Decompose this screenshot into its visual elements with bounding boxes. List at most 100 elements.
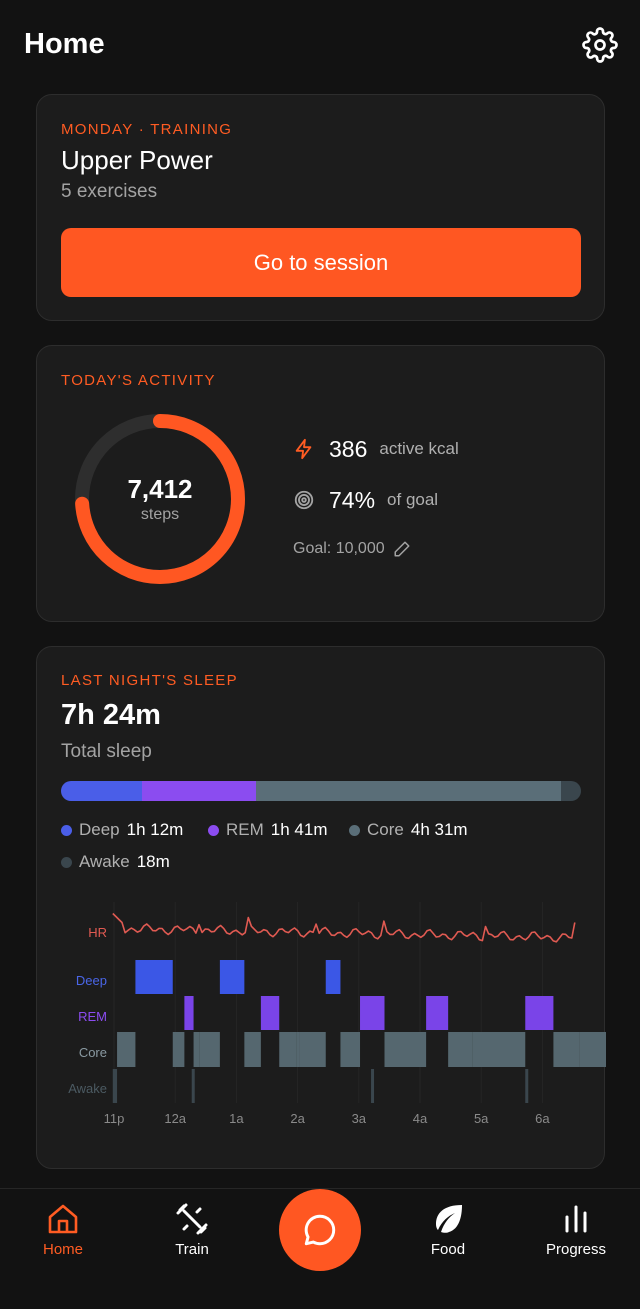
stage-block-core <box>199 1032 220 1067</box>
sleep-eyebrow: LAST NIGHT'S SLEEP <box>61 672 238 689</box>
stage-bar-segment-awake <box>560 781 581 801</box>
page-title: Home <box>24 28 105 60</box>
stage-block-rem <box>184 996 194 1030</box>
deep-row-label: Deep <box>76 973 107 988</box>
awake-row-label: Awake <box>68 1081 107 1096</box>
stage-block-core <box>117 1032 136 1067</box>
legend-awake: Awake 18m <box>61 852 170 872</box>
activity-eyebrow: TODAY'S ACTIVITY <box>61 372 216 389</box>
stage-block-deep <box>219 960 245 994</box>
steps-progress-ring <box>75 414 245 584</box>
stage-block-core <box>472 1032 526 1067</box>
steps-progress-arc <box>75 414 245 584</box>
legend-deep: Deep 1h 12m <box>61 820 183 840</box>
awake-dot <box>61 856 72 868</box>
target-icon <box>294 490 314 510</box>
stage-bar-segment-core <box>255 781 561 801</box>
nav-food[interactable]: Food <box>398 1201 498 1261</box>
sleep-hypnogram: HR Deep REM Core Awake 11p 12a 1a 2a 3a 4a 5a 6… <box>68 902 606 1126</box>
nav-train-label: Train <box>175 1241 209 1258</box>
workout-subtitle: 5 exercises <box>61 181 158 202</box>
pencil-icon[interactable] <box>393 540 411 558</box>
time-tick-label: 2a <box>290 1111 305 1126</box>
nav-home-label: Home <box>42 1241 83 1258</box>
chat-icon <box>304 1214 336 1246</box>
time-tick-label: 12a <box>164 1111 186 1126</box>
training-eyebrow: MONDAY · TRAINING <box>61 121 233 138</box>
stage-block-core <box>579 1032 606 1067</box>
stage-block-core <box>553 1032 580 1067</box>
steps-value: 7,412 <box>127 474 193 504</box>
stage-block-awake <box>112 1069 118 1103</box>
stage-block-core <box>279 1032 297 1067</box>
time-tick-label: 11p <box>104 1111 125 1126</box>
nav-train[interactable]: Train <box>142 1201 242 1261</box>
rem-dot <box>208 824 219 836</box>
stage-block-core <box>244 1032 261 1067</box>
stage-block-awake <box>371 1069 375 1103</box>
stage-block-core <box>299 1032 326 1067</box>
stage-block-rem <box>525 996 554 1030</box>
stage-blocks <box>112 960 606 1103</box>
time-tick-label: 3a <box>352 1111 367 1126</box>
chat-button[interactable] <box>279 1189 361 1271</box>
time-tick-label: 1a <box>229 1111 244 1126</box>
deep-dot <box>61 824 72 836</box>
sleep-total: 7h 24m <box>61 699 161 731</box>
step-goal-text: Goal: 10,000 <box>293 540 385 557</box>
stage-block-core <box>340 1032 361 1067</box>
home-icon <box>48 1204 78 1234</box>
stage-block-deep <box>325 960 341 994</box>
stage-block-core <box>296 1032 300 1067</box>
sleep-total-label: Total sleep <box>61 741 152 762</box>
dumbbell-icon <box>176 1203 208 1235</box>
sleep-stage-bar <box>61 781 581 801</box>
bottom-nav: Home Train Food Progress <box>0 1188 640 1309</box>
legend-core: Core 4h 31m <box>349 820 468 840</box>
active-kcal-stat: 386 active kcal <box>293 434 459 464</box>
go-to-session-button[interactable]: Go to session <box>61 228 581 297</box>
stage-block-awake <box>525 1069 529 1103</box>
sleep-card: LAST NIGHT'S SLEEP 7h 24m Total sleep De… <box>36 646 606 1169</box>
stage-bar-segment-deep <box>61 781 143 801</box>
steps-unit: steps <box>140 506 180 523</box>
goal-percent-value: 74% <box>329 486 376 513</box>
gear-icon[interactable] <box>582 27 618 63</box>
stage-block-core <box>193 1032 200 1067</box>
activity-card: TODAY'S ACTIVITY 7,412 steps 386 active … <box>36 345 605 622</box>
stage-block-core <box>172 1032 185 1067</box>
leaf-icon <box>436 1205 462 1233</box>
hypnogram-grid <box>113 902 543 1103</box>
stage-block-core <box>384 1032 427 1067</box>
training-card: MONDAY · TRAINING Upper Power 5 exercise… <box>36 94 605 321</box>
bar-chart-icon <box>565 1205 587 1233</box>
stage-block-rem <box>260 996 280 1030</box>
legend-rem: REM 1h 41m <box>208 820 327 840</box>
workout-title: Upper Power <box>61 145 213 175</box>
stage-block-deep <box>135 960 173 994</box>
nav-food-label: Food <box>430 1241 466 1258</box>
step-goal[interactable]: Goal: 10,000 <box>293 540 411 558</box>
core-row-label: Core <box>79 1045 107 1060</box>
lightning-icon <box>295 438 312 460</box>
stage-block-core <box>448 1032 473 1067</box>
goal-percent-label: of goal <box>387 490 439 509</box>
nav-progress-label: Progress <box>545 1241 607 1258</box>
heart-rate-line <box>112 912 576 943</box>
nav-home[interactable]: Home <box>13 1201 113 1261</box>
time-ticks: 11p 12a 1a 2a 3a 4a 5a 6a <box>104 1111 551 1126</box>
time-tick-label: 6a <box>535 1111 550 1126</box>
core-dot <box>349 824 360 836</box>
rem-row-label: REM <box>78 1009 107 1024</box>
nav-progress[interactable]: Progress <box>526 1201 626 1261</box>
stage-block-rem <box>426 996 449 1030</box>
stage-bar-segment-rem <box>142 781 256 801</box>
kcal-label: active kcal <box>379 439 459 458</box>
time-tick-label: 4a <box>413 1111 428 1126</box>
top-bar: Home <box>0 0 640 90</box>
stage-block-rem <box>360 996 385 1030</box>
time-tick-label: 5a <box>474 1111 489 1126</box>
kcal-value: 386 <box>329 435 368 462</box>
stage-block-awake <box>191 1069 195 1103</box>
hr-row-label: HR <box>88 925 107 940</box>
